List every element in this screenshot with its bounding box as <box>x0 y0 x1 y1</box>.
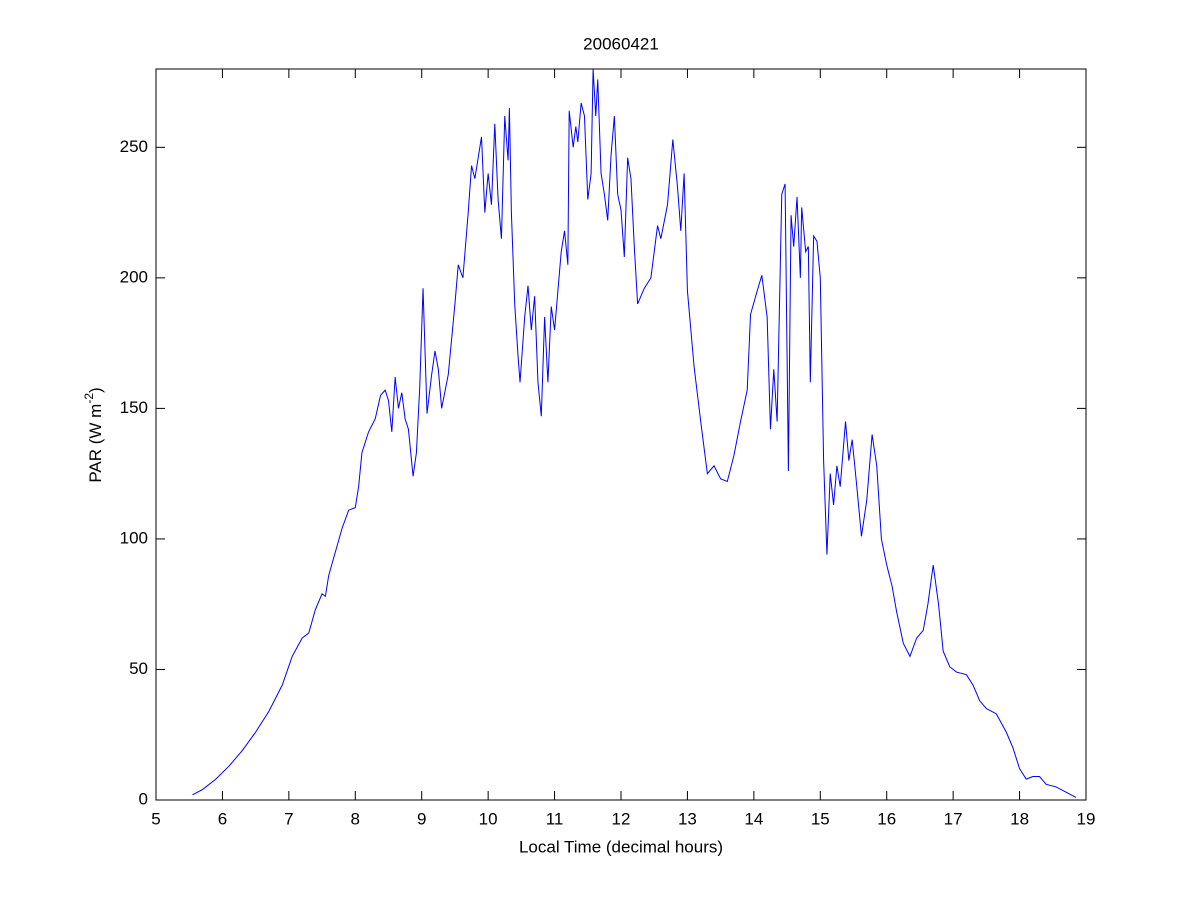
axes-box <box>155 68 1087 801</box>
y-tick-label: 250 <box>120 137 148 156</box>
x-tick-label: 13 <box>678 809 697 828</box>
y-tick-label: 150 <box>120 398 148 417</box>
x-tick-label: 10 <box>479 809 498 828</box>
data-line <box>192 68 1077 798</box>
x-tick-label: 16 <box>877 809 896 828</box>
y-tick-label: 100 <box>120 528 148 547</box>
y-tick-label: 200 <box>120 267 148 286</box>
y-label-text: PAR (W m <box>86 404 105 483</box>
x-tick-label: 11 <box>546 809 564 828</box>
x-tick-label: 7 <box>284 809 293 828</box>
y-label-suffix: ) <box>86 387 105 393</box>
x-tick-label: 17 <box>944 809 963 828</box>
x-tick-label: 14 <box>744 809 763 828</box>
x-tick-label: 6 <box>218 809 227 828</box>
x-tick-label: 12 <box>612 809 631 828</box>
y-tick-label: 50 <box>129 659 148 678</box>
x-tick-label: 8 <box>351 809 360 828</box>
x-axis-label: Local Time (decimal hours) <box>519 837 723 856</box>
x-tick-label: 19 <box>1077 809 1096 828</box>
x-tick-label: 18 <box>1010 809 1029 828</box>
x-tick-label: 9 <box>417 809 426 828</box>
y-label-superscript: -2 <box>82 393 96 404</box>
chart-title: 20060421 <box>583 34 659 53</box>
x-tick-label: 15 <box>811 809 830 828</box>
x-tick-label: 5 <box>151 809 160 828</box>
y-axis-label: PAR (W m-2) <box>82 387 105 482</box>
y-tick-label: 0 <box>139 789 148 808</box>
